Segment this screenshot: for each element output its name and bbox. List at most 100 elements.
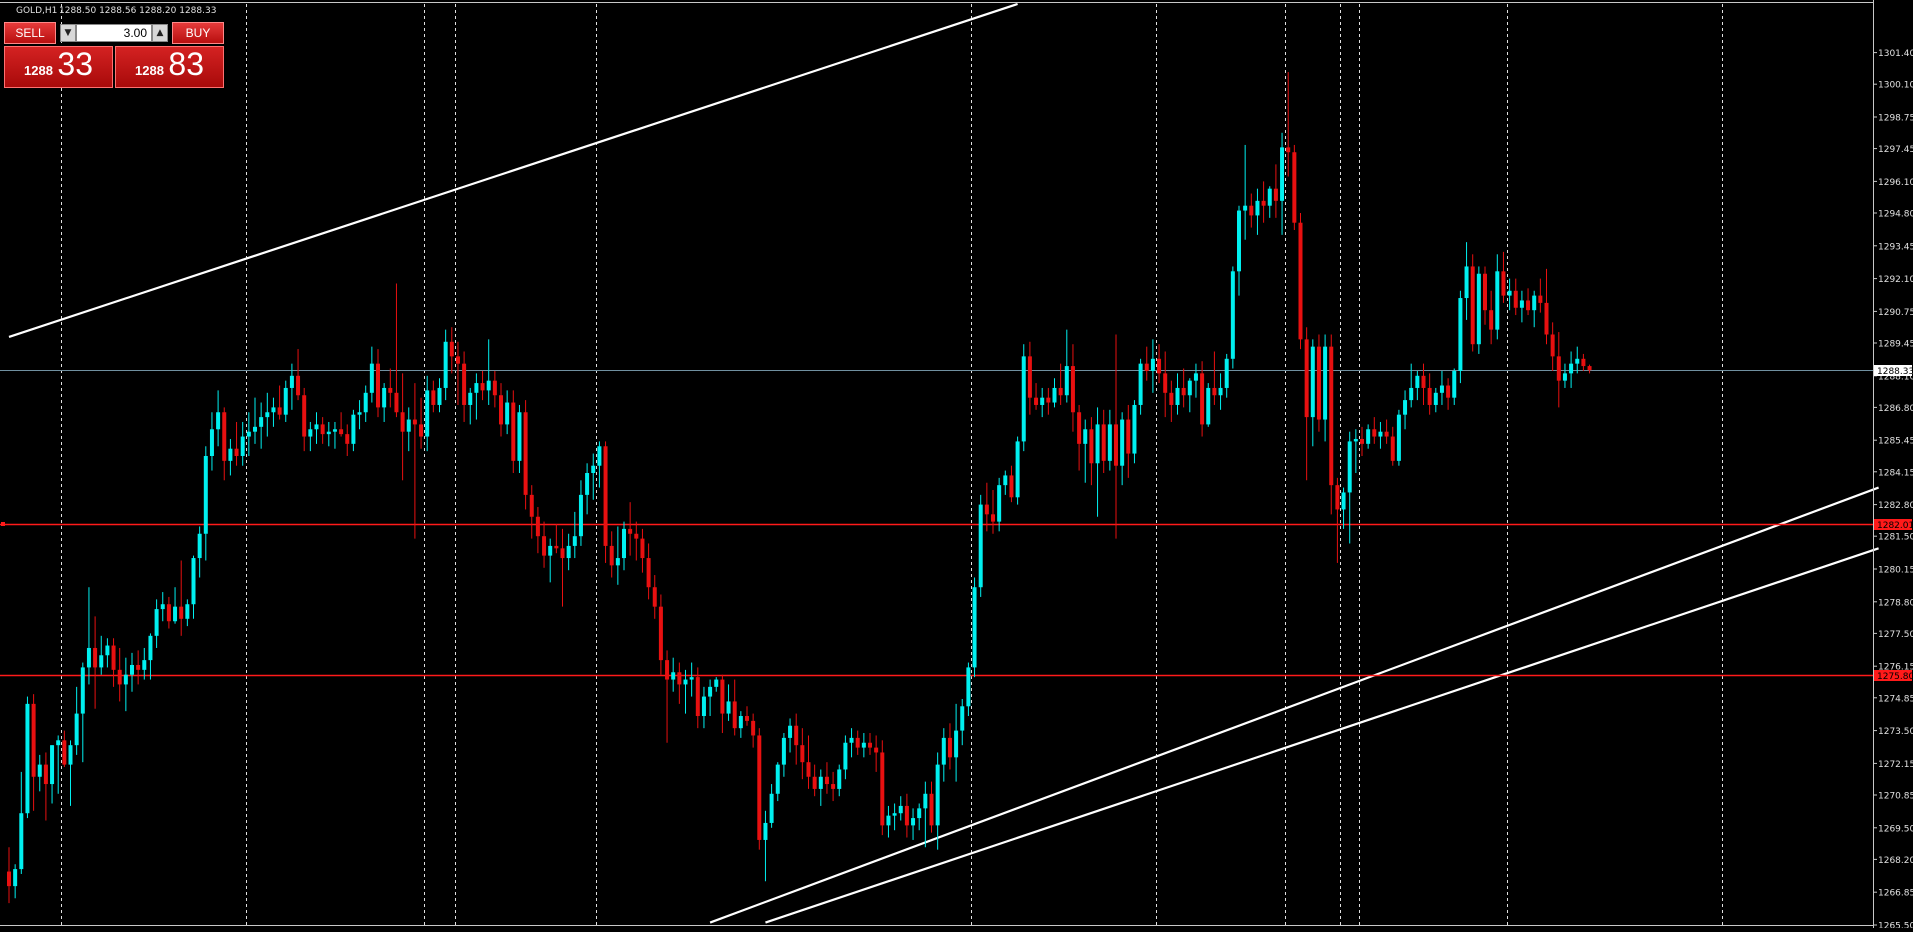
candle — [1360, 426, 1364, 456]
candle — [1403, 390, 1408, 430]
buy-button[interactable]: BUY — [172, 22, 224, 44]
candle — [1292, 144, 1297, 230]
candle — [591, 453, 596, 500]
sell-button[interactable]: SELL — [4, 22, 56, 44]
candle — [1366, 424, 1371, 449]
candle-body — [105, 645, 110, 656]
candle-body — [714, 679, 719, 687]
candle — [751, 713, 756, 748]
candle — [1064, 329, 1069, 403]
candle-body — [1181, 387, 1186, 396]
bid-price-box[interactable]: 1288 33 — [4, 46, 113, 88]
candle — [1107, 409, 1112, 471]
candle — [1458, 290, 1463, 384]
candle-body — [542, 536, 547, 556]
candle — [43, 752, 48, 821]
candle-body — [861, 742, 866, 748]
candle-body — [781, 737, 786, 765]
lot-size-input[interactable] — [76, 24, 152, 42]
candle-body — [812, 776, 817, 789]
candle-body — [302, 395, 307, 437]
candle — [800, 728, 805, 780]
candle — [486, 339, 491, 405]
candle — [363, 385, 368, 422]
candle-body — [947, 737, 952, 758]
candle-body — [628, 528, 633, 534]
candle-body — [1538, 295, 1543, 303]
candle — [388, 368, 393, 408]
candle — [849, 728, 854, 758]
candle — [880, 740, 885, 836]
candle-body — [578, 494, 583, 537]
trendline[interactable] — [8, 2, 1018, 338]
candle — [1009, 465, 1014, 503]
price-tick-label: 1281.50 — [1878, 533, 1913, 543]
hline-anchor-marker — [1, 522, 5, 526]
ask-price-box[interactable]: 1288 83 — [115, 46, 224, 88]
arrow-down-icon[interactable]: ▼ — [60, 24, 76, 42]
candle-body — [296, 375, 301, 396]
candle-body — [1452, 370, 1457, 398]
candle-body — [13, 869, 18, 887]
candle-body — [683, 679, 688, 685]
candle — [652, 575, 657, 619]
bid-price-label: 1288.33 — [1877, 367, 1913, 377]
candle — [886, 805, 891, 838]
candle-body — [622, 528, 626, 559]
candle — [1101, 409, 1106, 474]
candle-body — [1280, 147, 1285, 201]
candle — [646, 543, 651, 600]
candle — [1150, 339, 1155, 393]
candle-body — [203, 455, 208, 534]
candle — [1433, 387, 1438, 413]
candle — [462, 351, 467, 422]
candle — [695, 667, 700, 729]
candle — [394, 283, 399, 418]
arrow-up-icon[interactable]: ▲ — [152, 24, 168, 42]
candle-body — [265, 412, 270, 418]
candle — [960, 699, 965, 746]
candle — [1193, 363, 1198, 398]
candle — [222, 407, 227, 481]
candle-body — [929, 793, 934, 826]
candle — [1464, 242, 1469, 320]
candle-body — [1298, 222, 1303, 340]
candle — [228, 438, 233, 476]
candle — [99, 635, 104, 675]
candle — [1163, 351, 1168, 418]
price-tick-label: 1285.45 — [1878, 437, 1913, 447]
candle — [1230, 266, 1235, 369]
candle — [37, 754, 42, 792]
candle-body — [597, 446, 602, 466]
candle — [117, 647, 122, 702]
candle — [1114, 334, 1118, 539]
candle — [1544, 268, 1549, 345]
candle-body — [1261, 200, 1266, 206]
trendline[interactable] — [765, 547, 1879, 924]
candle — [1335, 477, 1340, 563]
candle — [1329, 334, 1334, 515]
candle-body — [468, 392, 473, 405]
candle-body — [74, 713, 79, 746]
candle — [1298, 212, 1303, 350]
candle — [1212, 351, 1217, 405]
candle — [1083, 419, 1088, 483]
trendline[interactable] — [709, 486, 1879, 924]
candle-body — [837, 769, 842, 789]
candle-body — [708, 686, 713, 697]
candle-body — [277, 407, 282, 415]
candle — [1476, 266, 1481, 354]
candle — [1175, 373, 1180, 415]
candle — [622, 521, 626, 571]
candle-body — [197, 533, 202, 559]
candle — [499, 383, 503, 437]
candle — [1538, 278, 1543, 313]
candle-body — [111, 645, 116, 670]
candle-body — [1144, 363, 1149, 371]
candle-body — [960, 706, 965, 731]
candle-body — [253, 426, 257, 432]
candle-body — [800, 745, 805, 763]
candle-body — [117, 669, 122, 685]
